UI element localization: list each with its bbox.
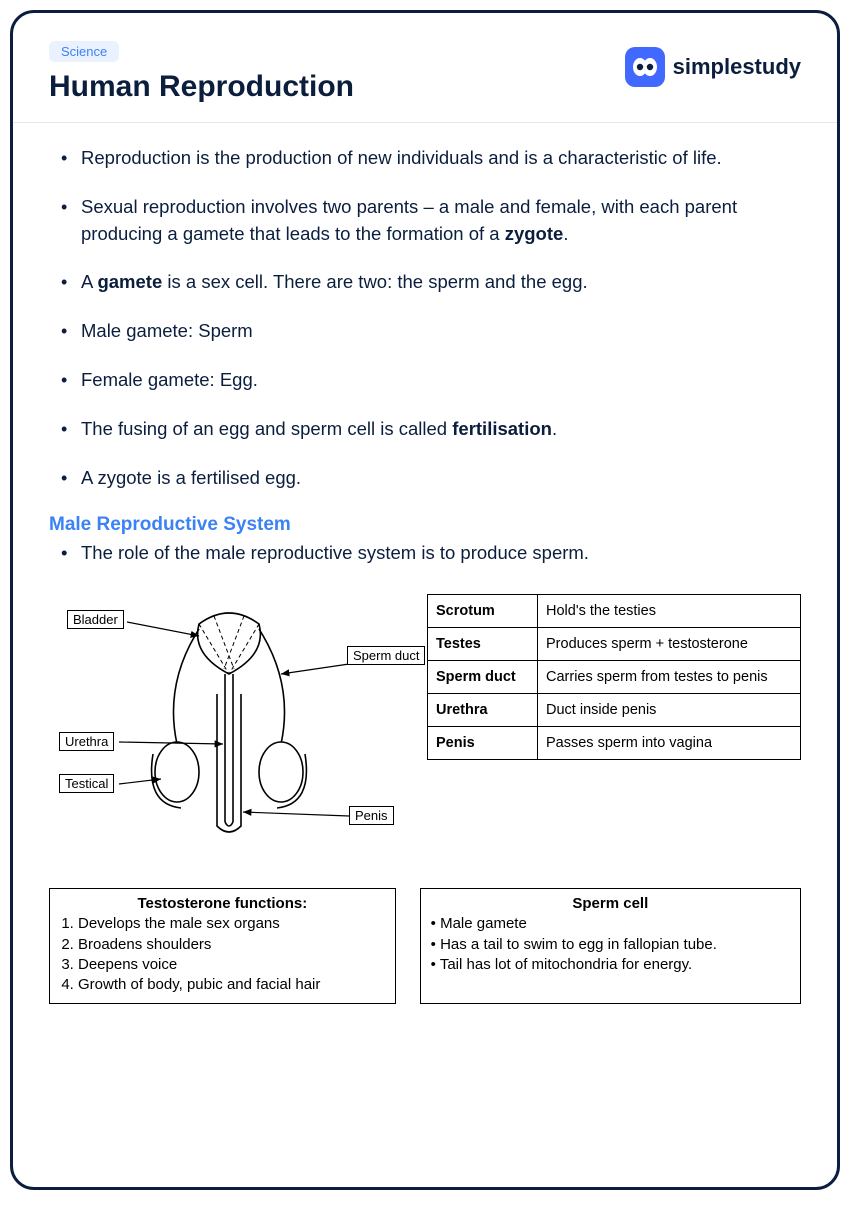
part-desc: Hold's the testies [538,595,801,628]
testosterone-list: Develops the male sex organs Broadens sh… [60,914,385,995]
bullet-text: Male gamete: Sperm [81,320,253,341]
bullet-text: . [563,223,568,244]
bullet-text: A [81,271,97,292]
list-item: Deepens voice [78,955,385,975]
bullet-item: The fusing of an egg and sperm cell is c… [67,416,801,443]
brand-logo-icon [625,47,665,87]
part-name: Testes [428,628,538,661]
main-bullet-list: Reproduction is the production of new in… [49,145,801,492]
bullet-item: A gamete is a sex cell. There are two: t… [67,269,801,296]
part-name: Scrotum [428,595,538,628]
bullet-text: is a sex cell. There are two: the sperm … [162,271,587,292]
table-row: PenisPasses sperm into vagina [428,727,801,760]
table-row: TestesProduces sperm + testosterone [428,628,801,661]
bullet-item: Sexual reproduction involves two parents… [67,194,801,248]
part-name: Penis [428,727,538,760]
bullet-item: Reproduction is the production of new in… [67,145,801,172]
list-item: Broadens shoulders [78,935,385,955]
table-row: UrethraDuct inside penis [428,694,801,727]
page-title: Human Reproduction [49,70,354,104]
info-boxes-row: Testosterone functions: Develops the mal… [49,888,801,1004]
bullet-bold: zygote [505,223,564,244]
section-bullets: The role of the male reproductive system… [49,540,801,567]
diagram-label-bladder: Bladder [67,610,124,629]
table-row: ScrotumHold's the testies [428,595,801,628]
list-item: Has a tail to swim to egg in fallopian t… [431,935,790,955]
diagram-label-penis: Penis [349,806,394,825]
bullet-bold: gamete [97,271,162,292]
list-item: Growth of body, pubic and facial hair [78,975,385,995]
part-desc: Carries sperm from testes to penis [538,661,801,694]
diagram-label-testical: Testical [59,774,114,793]
brand: simplestudy [625,47,801,87]
list-item: Tail has lot of mitochondria for energy. [431,955,790,975]
header-left: Science Human Reproduction [49,41,354,104]
bullet-bold: fertilisation [452,418,552,439]
anatomy-diagram: Bladder Sperm duct Urethra Testical Peni… [49,594,409,854]
header-divider [13,122,837,123]
box-title: Sperm cell [431,895,790,912]
study-card: Science Human Reproduction simplestudy R… [10,10,840,1190]
part-desc: Produces sperm + testosterone [538,628,801,661]
bullet-item: Male gamete: Sperm [67,318,801,345]
bullet-item: A zygote is a fertilised egg. [67,465,801,492]
bullet-text: Reproduction is the production of new in… [81,147,722,168]
sperm-cell-box: Sperm cell Male gamete Has a tail to swi… [420,888,801,1004]
list-item: Develops the male sex organs [78,914,385,934]
diagram-label-sperm-duct: Sperm duct [347,646,425,665]
bullet-item: The role of the male reproductive system… [67,540,801,567]
part-desc: Passes sperm into vagina [538,727,801,760]
bullet-text: Female gamete: Egg. [81,369,258,390]
box-title: Testosterone functions: [60,895,385,912]
testosterone-box: Testosterone functions: Develops the mal… [49,888,396,1004]
header: Science Human Reproduction simplestudy [49,41,801,104]
part-name: Sperm duct [428,661,538,694]
brand-name: simplestudy [673,54,801,80]
bullet-text: A zygote is a fertilised egg. [81,467,301,488]
part-name: Urethra [428,694,538,727]
bullet-text: The fusing of an egg and sperm cell is c… [81,418,452,439]
parts-table: ScrotumHold's the testies TestesProduces… [427,594,801,760]
diagram-label-urethra: Urethra [59,732,114,751]
table-row: Sperm ductCarries sperm from testes to p… [428,661,801,694]
bullet-text: . [552,418,557,439]
bullet-text: Sexual reproduction involves two parents… [81,196,737,244]
bullet-text: The role of the male reproductive system… [81,542,589,563]
diagram-table-row: Bladder Sperm duct Urethra Testical Peni… [49,594,801,854]
sperm-cell-list: Male gamete Has a tail to swim to egg in… [431,914,790,975]
section-heading: Male Reproductive System [49,514,801,536]
bullet-item: Female gamete: Egg. [67,367,801,394]
list-item: Male gamete [431,914,790,934]
subject-badge: Science [49,41,119,62]
part-desc: Duct inside penis [538,694,801,727]
